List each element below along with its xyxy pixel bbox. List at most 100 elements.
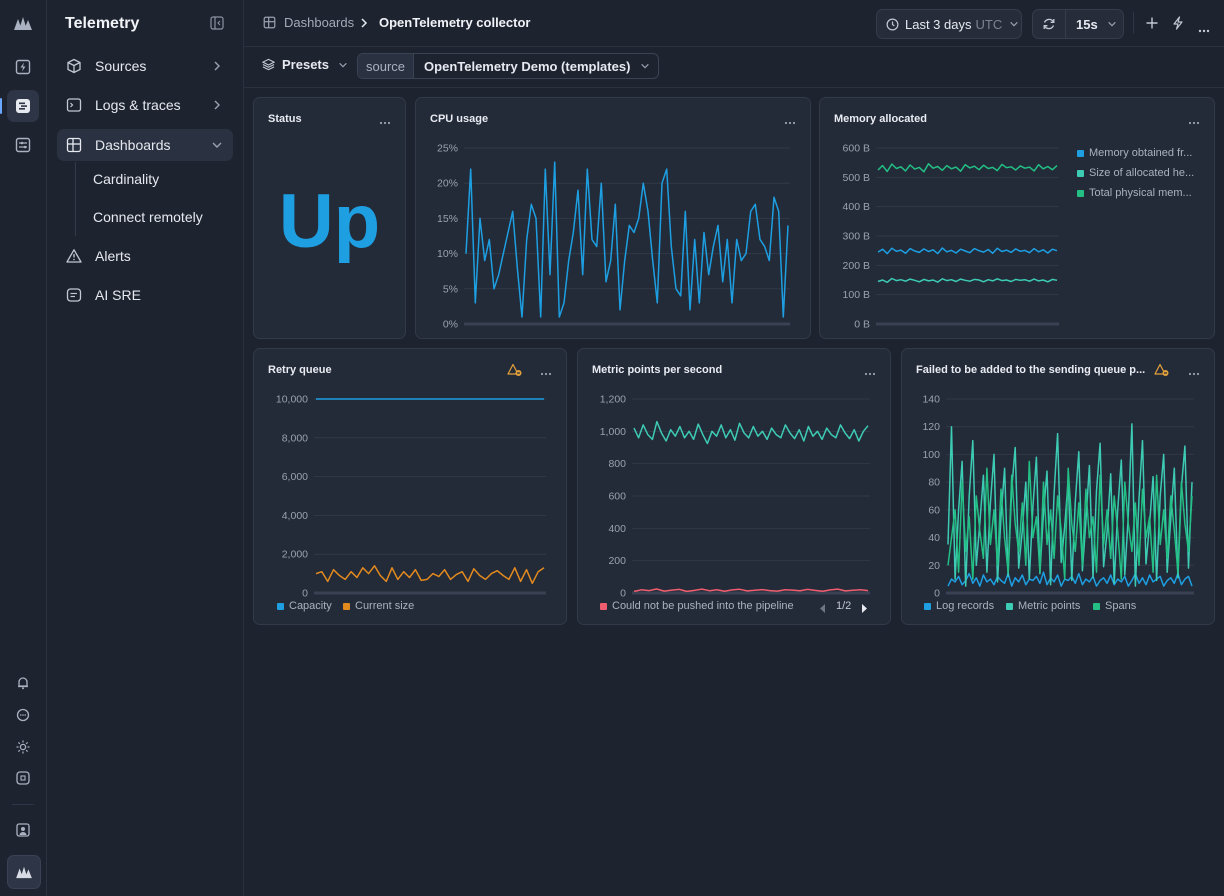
legend-item[interactable]: Current size — [343, 600, 414, 612]
more-options-icon[interactable] — [784, 112, 796, 130]
cpu-usage-chart[interactable]: 0% 5% 10% 15% 20% 25% — [416, 98, 810, 338]
sun-icon[interactable] — [7, 731, 39, 763]
y-tick-label: 100 B — [843, 289, 870, 301]
chevron-down-icon — [338, 60, 348, 70]
y-tick-label: 60 — [928, 504, 940, 516]
sidebar-item-label: Dashboards — [95, 137, 171, 153]
organization-logo[interactable] — [7, 855, 41, 889]
sidebar-subitem-cardinality[interactable]: Cardinality — [93, 171, 160, 187]
panel-title: Failed to be added to the sending queue … — [916, 364, 1146, 376]
timezone-label: UTC — [975, 16, 1003, 32]
series-line-0[interactable] — [947, 571, 1193, 587]
legend-item[interactable]: Capacity — [277, 600, 332, 612]
source-filter[interactable]: source OpenTelemetry Demo (templates) — [357, 53, 660, 79]
bell-icon[interactable] — [7, 667, 39, 699]
presets-label: Presets — [282, 57, 329, 72]
sidebar-item-alerts[interactable]: Alerts — [57, 240, 233, 272]
y-tick-label: 80 — [928, 477, 940, 489]
legend-item[interactable]: Memory obtained fr... — [1077, 147, 1192, 159]
legend-label: Current size — [355, 600, 415, 612]
panel-cpu-usage: CPU usage 0% 5% 10% 15% 20% 25% — [415, 97, 811, 339]
page-title: OpenTelemetry collector — [379, 15, 531, 30]
legend-item[interactable]: Could not be pushed into the pipeline — [600, 600, 794, 612]
legend-item[interactable]: Metric points — [1006, 600, 1080, 612]
more-options-icon[interactable] — [1188, 363, 1200, 381]
failed-sending-queue-chart[interactable]: 0 20 40 60 80 100 120 140 — [902, 349, 1214, 624]
add-icon[interactable] — [1145, 16, 1159, 35]
sidebar: Telemetry Sources Logs & traces Dashboar… — [47, 0, 244, 896]
user-profile-icon[interactable] — [7, 814, 39, 846]
chevron-right-icon — [359, 16, 369, 34]
series-line-1[interactable] — [315, 565, 545, 585]
clock-icon — [886, 18, 899, 31]
lightning-icon[interactable] — [1171, 16, 1185, 35]
sidebar-item-sources[interactable]: Sources — [57, 50, 233, 82]
more-options-icon[interactable] — [1188, 112, 1200, 130]
warning-icon[interactable] — [1154, 363, 1170, 382]
incidents-icon[interactable] — [7, 51, 39, 83]
legend-item[interactable]: Total physical mem... — [1077, 187, 1192, 199]
panel-title: Retry queue — [268, 364, 332, 376]
legend-prev-icon[interactable] — [818, 601, 827, 619]
panel-title: Metric points per second — [592, 364, 723, 376]
y-tick-label: 15% — [437, 213, 458, 225]
legend-item[interactable]: Log records — [924, 600, 994, 612]
settings-sliders-icon[interactable] — [7, 129, 39, 161]
y-tick-label: 6,000 — [282, 471, 308, 483]
legend-item[interactable]: Size of allocated he... — [1077, 167, 1194, 179]
legend-item[interactable]: Spans — [1093, 600, 1136, 612]
more-options-icon[interactable] — [1198, 20, 1210, 38]
chat-icon[interactable] — [7, 699, 39, 731]
sidebar-item-logs-traces[interactable]: Logs & traces — [57, 89, 233, 121]
collapse-sidebar-icon[interactable] — [210, 16, 224, 35]
y-tick-label: 300 B — [843, 231, 870, 243]
y-tick-label: 8,000 — [282, 432, 308, 444]
legend-label: Log records — [936, 600, 995, 612]
series-line-1[interactable] — [633, 588, 869, 593]
y-tick-label: 800 — [608, 458, 626, 470]
legend-label: Metric points — [1018, 600, 1081, 612]
series-line-0[interactable] — [465, 161, 789, 318]
more-options-icon[interactable] — [379, 112, 391, 130]
y-tick-label: 1,200 — [600, 394, 626, 406]
y-tick-label: 140 — [922, 394, 940, 406]
retry-queue-chart[interactable]: 0 2,000 4,000 6,000 8,000 10,000 — [254, 349, 566, 624]
submenu-guide — [75, 162, 76, 236]
sidebar-item-dashboards[interactable]: Dashboards — [57, 129, 233, 161]
refresh-icon[interactable] — [1033, 10, 1066, 38]
y-tick-label: 0 — [934, 588, 940, 600]
series-line-2[interactable] — [947, 460, 1193, 580]
more-options-icon[interactable] — [864, 363, 876, 381]
memory-allocated-chart[interactable]: 0 B 100 B 200 B 300 B 400 B 500 B 600 B — [820, 98, 1214, 338]
y-tick-label: 1,000 — [600, 426, 626, 438]
sidebar-item-label: AI SRE — [95, 287, 141, 303]
more-options-icon[interactable] — [540, 363, 552, 381]
warning-icon[interactable] — [507, 363, 523, 382]
logo-icon[interactable] — [7, 7, 39, 39]
breadcrumb-dashboards[interactable]: Dashboards — [284, 15, 355, 30]
header: Dashboards OpenTelemetry collector Last … — [244, 0, 1224, 47]
y-tick-label: 0% — [443, 319, 458, 331]
series-line-0[interactable] — [877, 247, 1058, 255]
telemetry-icon[interactable] — [0, 90, 39, 122]
presets-button[interactable]: Presets — [262, 57, 348, 72]
legend-label: Could not be pushed into the pipeline — [612, 600, 794, 612]
metric-points-chart[interactable]: 0 200 400 600 800 1,000 1,200 — [578, 349, 890, 624]
chevron-down-icon — [640, 61, 658, 71]
series-line-2[interactable] — [877, 163, 1058, 173]
series-line-1[interactable] — [877, 277, 1058, 284]
y-tick-label: 2,000 — [282, 549, 308, 561]
y-tick-label: 5% — [443, 283, 458, 295]
series-line-0[interactable] — [633, 420, 869, 445]
panel-status: Status Up — [253, 97, 406, 339]
y-tick-label: 600 — [608, 491, 626, 503]
y-tick-label: 200 — [608, 555, 626, 567]
legend-next-icon[interactable] — [860, 601, 869, 619]
series-line-1[interactable] — [947, 423, 1193, 587]
time-range-picker[interactable]: Last 3 days UTC — [876, 9, 1022, 39]
sidebar-subitem-connect-remotely[interactable]: Connect remotely — [93, 209, 203, 225]
refresh-control[interactable]: 15s — [1032, 9, 1124, 39]
sidebar-item-label: Alerts — [95, 248, 131, 264]
sidebar-item-ai-sre[interactable]: AI SRE — [57, 279, 233, 311]
command-icon[interactable] — [7, 762, 39, 794]
